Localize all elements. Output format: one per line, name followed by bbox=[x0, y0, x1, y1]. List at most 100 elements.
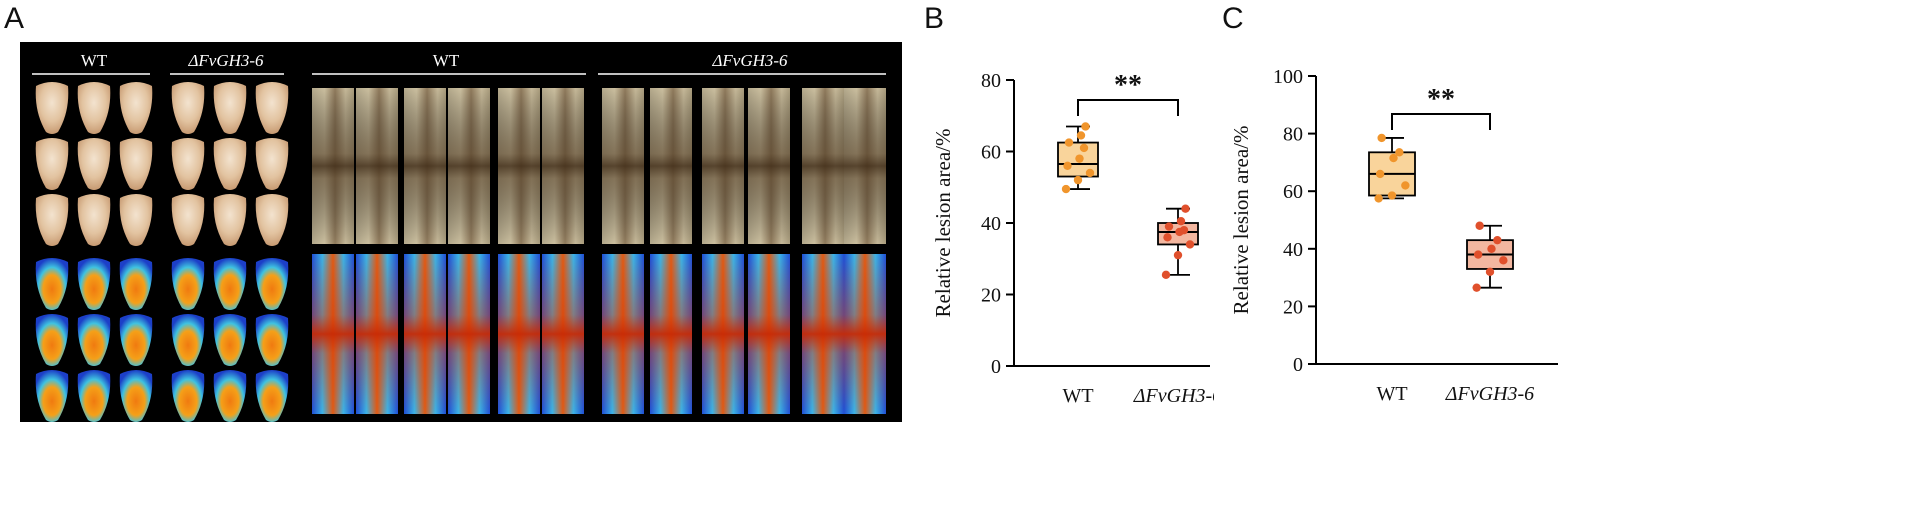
data-point bbox=[1485, 267, 1495, 277]
y-axis-label: Relative lesion area/% bbox=[931, 129, 955, 318]
kernel-photo bbox=[171, 138, 205, 190]
data-point bbox=[1079, 143, 1089, 153]
stalk-lesion-band bbox=[448, 88, 490, 244]
x-tick-label: ΔFvGH3-6 bbox=[1445, 383, 1534, 405]
data-point bbox=[1061, 184, 1071, 194]
data-point bbox=[1473, 250, 1483, 259]
kernel-photo bbox=[77, 82, 111, 134]
kernel-images bbox=[35, 82, 289, 422]
data-point bbox=[1073, 175, 1083, 185]
data-point bbox=[1179, 225, 1189, 235]
stalk-heatmap-lesion bbox=[448, 254, 490, 414]
kernel-photo bbox=[35, 82, 69, 134]
stalk-label-wt: WT bbox=[433, 51, 460, 70]
stalk-lesion-band bbox=[542, 88, 584, 244]
stalk-lesion-band bbox=[404, 88, 446, 244]
significance-label: ** bbox=[1427, 84, 1455, 115]
stalk-lesion-band bbox=[356, 88, 398, 244]
stalk-heatmap-lesion bbox=[844, 254, 886, 414]
kernel-heatmap bbox=[213, 314, 247, 366]
kernel-heatmap bbox=[119, 258, 153, 310]
stalk-heatmap-lesion bbox=[650, 254, 692, 414]
data-point bbox=[1374, 194, 1383, 203]
kernel-heatmap bbox=[213, 370, 247, 422]
kernel-photo bbox=[77, 194, 111, 246]
photo-panel: WT ΔFvGH3-6 WT ΔFvGH3-6 bbox=[20, 42, 902, 422]
kernel-photo bbox=[213, 82, 247, 134]
kernel-photo bbox=[255, 82, 289, 134]
kernel-photo bbox=[119, 138, 153, 190]
kernel-label-mutant: ΔFvGH3-6 bbox=[187, 51, 264, 70]
stalk-lesion-band bbox=[650, 88, 692, 244]
kernel-heatmap bbox=[255, 314, 289, 366]
y-tick-label: 40 bbox=[981, 213, 1001, 235]
panel-a-letter: A bbox=[4, 2, 25, 35]
data-point bbox=[1185, 240, 1195, 249]
y-tick-label: 80 bbox=[981, 70, 1001, 92]
box-chart-c: 0 20 40 60 80 100 Relative lesion area/% WT ΔFvG… bbox=[1229, 66, 1558, 405]
data-point bbox=[1064, 138, 1074, 147]
kernel-photo bbox=[119, 194, 153, 246]
panel-b-letter: B bbox=[924, 2, 945, 35]
data-point bbox=[1493, 235, 1502, 245]
data-point bbox=[1499, 256, 1508, 265]
kernel-photo bbox=[77, 138, 111, 190]
data-point bbox=[1475, 221, 1484, 230]
y-tick-label: 0 bbox=[1293, 354, 1303, 376]
y-tick-label: 60 bbox=[981, 142, 1001, 164]
kernel-photo bbox=[119, 82, 153, 134]
data-point bbox=[1161, 270, 1171, 280]
stalk-lesion-band bbox=[702, 88, 744, 244]
kernel-photo bbox=[213, 194, 247, 246]
kernel-heatmap bbox=[255, 258, 289, 310]
data-point bbox=[1076, 131, 1086, 140]
stalk-heatmap-lesion bbox=[498, 254, 540, 414]
stalk-lesion-band bbox=[602, 88, 644, 244]
data-point bbox=[1063, 161, 1072, 170]
y-tick-label: 100 bbox=[1273, 66, 1303, 88]
stalk-heatmap-lesion bbox=[748, 254, 790, 414]
stalk-heatmap-lesion bbox=[602, 254, 644, 414]
kernel-photo bbox=[255, 138, 289, 190]
data-point bbox=[1176, 217, 1186, 226]
stalk-images bbox=[312, 88, 886, 414]
significance-bracket bbox=[1077, 99, 1179, 116]
data-point bbox=[1075, 154, 1084, 163]
significance-label: ** bbox=[1114, 70, 1142, 101]
kernel-photo bbox=[35, 194, 69, 246]
kernel-heatmap bbox=[213, 258, 247, 310]
kernel-heatmap bbox=[35, 314, 69, 366]
kernel-photo bbox=[35, 138, 69, 190]
stalk-lesion-band bbox=[748, 88, 790, 244]
kernel-heatmap bbox=[171, 314, 205, 366]
kernel-photo bbox=[171, 82, 205, 134]
y-tick-label: 60 bbox=[1283, 181, 1303, 203]
stalk-heatmap-lesion bbox=[312, 254, 354, 414]
panel-c-letter: C bbox=[1222, 2, 1244, 35]
stalk-heatmap-lesion bbox=[356, 254, 398, 414]
kernel-heatmap bbox=[119, 370, 153, 422]
y-tick-label: 40 bbox=[1283, 239, 1303, 261]
kernel-heatmap bbox=[119, 314, 153, 366]
data-point bbox=[1472, 283, 1481, 292]
kernel-photo bbox=[213, 138, 247, 190]
data-point bbox=[1164, 222, 1174, 231]
kernel-heatmap bbox=[77, 258, 111, 310]
stalk-lesion-band bbox=[498, 88, 540, 244]
data-point bbox=[1487, 244, 1496, 253]
kernel-heatmap bbox=[255, 370, 289, 422]
kernel-heatmap bbox=[35, 258, 69, 310]
stalk-lesion-band bbox=[312, 88, 354, 244]
stalk-lesion-band bbox=[802, 88, 844, 244]
stalk-heatmap-lesion bbox=[404, 254, 446, 414]
kernel-label-wt: WT bbox=[81, 51, 108, 70]
kernel-photo bbox=[255, 194, 289, 246]
data-point bbox=[1395, 148, 1404, 157]
data-point bbox=[1401, 181, 1410, 190]
kernel-heatmap bbox=[171, 258, 205, 310]
data-point bbox=[1387, 191, 1397, 200]
x-tick-label: WT bbox=[1062, 385, 1093, 407]
stalk-lesion-band bbox=[844, 88, 886, 244]
data-point bbox=[1375, 169, 1385, 179]
x-tick-label: WT bbox=[1376, 383, 1407, 405]
